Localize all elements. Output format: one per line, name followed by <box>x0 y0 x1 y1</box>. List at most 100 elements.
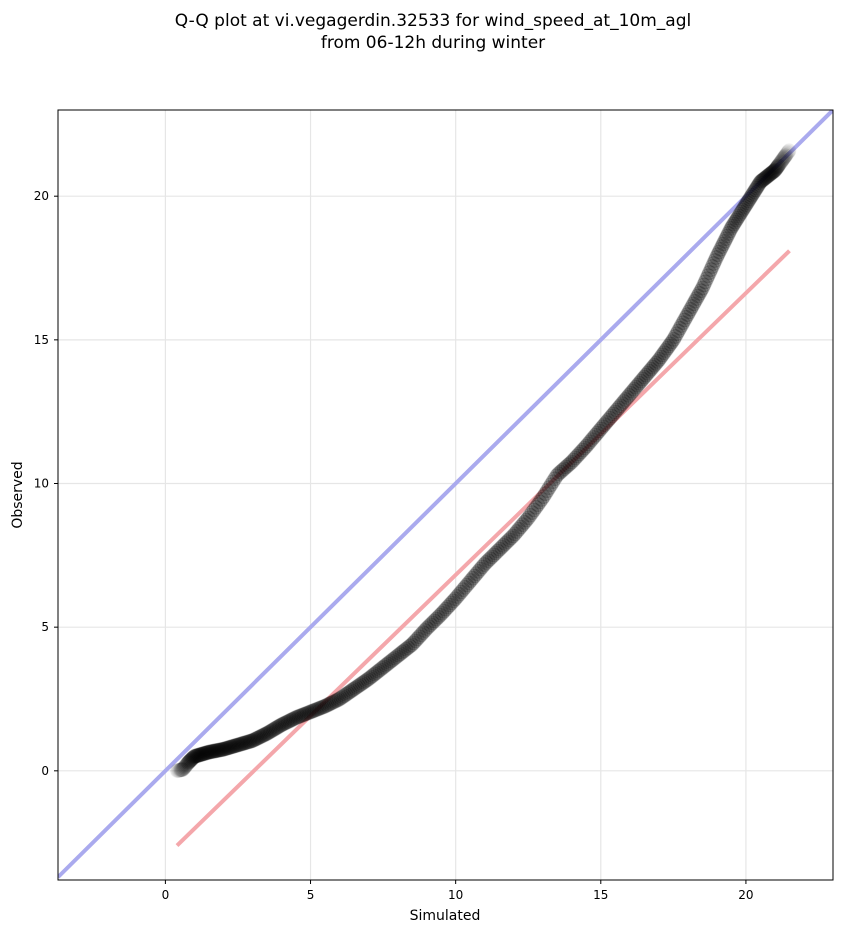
qq-point <box>363 669 379 685</box>
qq-point <box>230 737 246 753</box>
qq-point <box>528 499 544 515</box>
qq-point <box>193 746 209 762</box>
qq-point <box>301 705 317 721</box>
qq-point <box>761 167 777 183</box>
qq-point <box>672 320 688 336</box>
qq-point <box>194 746 210 762</box>
qq-point <box>534 491 550 507</box>
qq-point <box>185 750 201 766</box>
qq-point <box>280 714 296 730</box>
qq-point <box>468 566 484 582</box>
qq-point <box>516 514 532 530</box>
qq-point <box>766 163 782 179</box>
qq-point <box>215 741 231 757</box>
qq-point <box>582 434 598 450</box>
qq-point <box>549 468 565 484</box>
qq-point <box>291 708 307 724</box>
qq-point <box>614 396 630 412</box>
qq-point <box>419 620 435 636</box>
qq-point <box>759 168 775 184</box>
qq-point <box>342 684 358 700</box>
qq-point <box>207 743 223 759</box>
qq-point <box>569 448 585 464</box>
qq-point <box>689 291 705 307</box>
qq-point <box>623 385 639 401</box>
y-tick-label: 10 <box>34 477 49 491</box>
qq-point <box>227 738 243 754</box>
qq-point <box>744 187 760 203</box>
qq-point <box>734 202 750 218</box>
qq-point <box>696 277 712 293</box>
qq-point <box>772 155 788 171</box>
qq-point <box>567 450 583 466</box>
qq-point <box>767 162 783 178</box>
qq-point <box>598 414 614 430</box>
qq-point <box>463 573 479 589</box>
qq-point <box>374 660 390 676</box>
axis-ticks: 0 5 10 15 20 0 5 10 15 20 <box>34 189 754 902</box>
qq-point <box>262 724 278 740</box>
qq-point <box>499 534 515 550</box>
qq-point <box>243 733 259 749</box>
qq-point <box>670 323 686 339</box>
qq-point <box>354 675 370 691</box>
qq-point <box>171 763 186 778</box>
qq-point <box>461 575 477 591</box>
qq-point <box>602 410 618 426</box>
qq-point <box>565 452 581 468</box>
qq-point <box>643 361 659 377</box>
qq-point <box>274 717 290 733</box>
qq-point <box>777 149 793 165</box>
qq-point <box>370 663 386 679</box>
qq-point <box>180 755 196 771</box>
qq-point <box>181 754 197 770</box>
chart-title-line-2: from 06-12h during winter <box>321 33 545 53</box>
qq-point <box>211 742 227 758</box>
qq-point <box>218 740 234 756</box>
qq-point <box>691 285 707 301</box>
qq-point <box>554 462 570 478</box>
qq-point <box>276 716 292 732</box>
qq-point <box>580 436 596 452</box>
qq-point <box>279 714 295 730</box>
qq-point <box>573 444 589 460</box>
qq-point <box>255 728 271 744</box>
qq-point <box>253 728 269 744</box>
qq-point <box>578 438 594 454</box>
qq-point <box>392 646 408 662</box>
qq-point <box>472 561 488 577</box>
qq-point <box>345 682 361 698</box>
qq-point <box>753 173 769 189</box>
qq-point <box>547 471 563 487</box>
qq-point <box>402 638 418 654</box>
qq-point <box>781 144 796 159</box>
qq-point <box>631 375 647 391</box>
qq-point <box>700 268 716 284</box>
qq-point <box>721 225 737 241</box>
qq-point <box>258 726 274 742</box>
qq-point <box>444 595 460 611</box>
qq-point <box>467 568 483 584</box>
qq-point <box>210 742 226 758</box>
qq-point <box>648 355 664 371</box>
qq-point <box>713 241 729 257</box>
qq-point <box>286 710 302 726</box>
qq-point <box>256 727 272 743</box>
qq-point <box>434 605 450 621</box>
qq-point <box>457 579 473 595</box>
qq-point <box>208 743 224 759</box>
qq-point <box>359 672 375 688</box>
qq-point <box>586 429 602 445</box>
qq-point <box>769 159 785 175</box>
qq-point <box>242 733 258 749</box>
qq-point <box>221 740 237 756</box>
qq-point <box>522 507 538 523</box>
qq-point <box>509 523 525 539</box>
qq-point <box>575 442 591 458</box>
qq-point <box>690 288 706 304</box>
qq-point <box>396 643 412 659</box>
qq-point <box>733 204 749 220</box>
qq-point <box>212 742 228 758</box>
x-tick-label: 10 <box>448 888 463 902</box>
qq-point <box>383 653 399 669</box>
